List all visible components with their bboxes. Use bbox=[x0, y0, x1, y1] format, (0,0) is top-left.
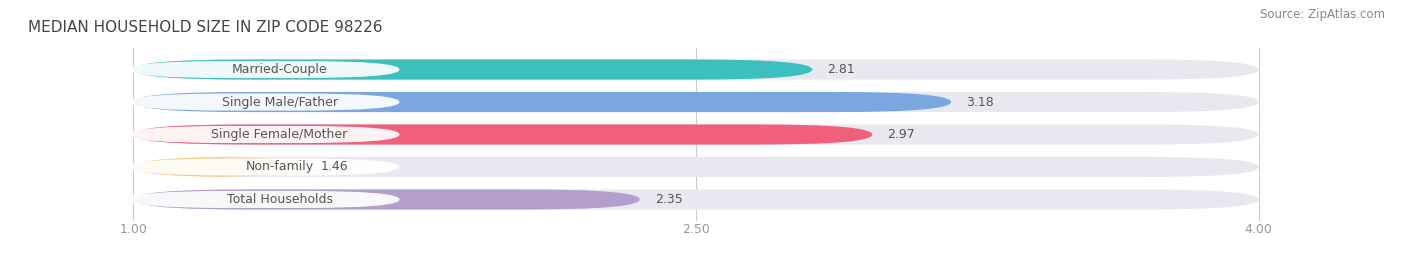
Text: 2.81: 2.81 bbox=[827, 63, 855, 76]
Text: Married-Couple: Married-Couple bbox=[232, 63, 328, 76]
Text: 1.46: 1.46 bbox=[321, 161, 349, 174]
FancyBboxPatch shape bbox=[134, 125, 872, 144]
FancyBboxPatch shape bbox=[134, 59, 813, 80]
Text: 2.35: 2.35 bbox=[655, 193, 682, 206]
Text: Source: ZipAtlas.com: Source: ZipAtlas.com bbox=[1260, 8, 1385, 21]
Text: 3.18: 3.18 bbox=[966, 95, 994, 108]
Text: MEDIAN HOUSEHOLD SIZE IN ZIP CODE 98226: MEDIAN HOUSEHOLD SIZE IN ZIP CODE 98226 bbox=[28, 20, 382, 35]
Text: 2.97: 2.97 bbox=[887, 128, 915, 141]
FancyBboxPatch shape bbox=[134, 59, 1258, 80]
FancyBboxPatch shape bbox=[134, 92, 950, 112]
Text: Non-family: Non-family bbox=[246, 161, 314, 174]
FancyBboxPatch shape bbox=[134, 157, 305, 177]
FancyBboxPatch shape bbox=[129, 158, 399, 176]
FancyBboxPatch shape bbox=[129, 126, 399, 143]
Text: Total Households: Total Households bbox=[226, 193, 332, 206]
Text: Single Male/Father: Single Male/Father bbox=[222, 95, 337, 108]
FancyBboxPatch shape bbox=[134, 125, 1258, 144]
FancyBboxPatch shape bbox=[134, 189, 1258, 210]
FancyBboxPatch shape bbox=[134, 157, 1258, 177]
FancyBboxPatch shape bbox=[134, 189, 640, 210]
FancyBboxPatch shape bbox=[129, 93, 399, 111]
Text: Single Female/Mother: Single Female/Mother bbox=[211, 128, 347, 141]
FancyBboxPatch shape bbox=[134, 92, 1258, 112]
FancyBboxPatch shape bbox=[129, 191, 399, 208]
FancyBboxPatch shape bbox=[129, 61, 399, 78]
